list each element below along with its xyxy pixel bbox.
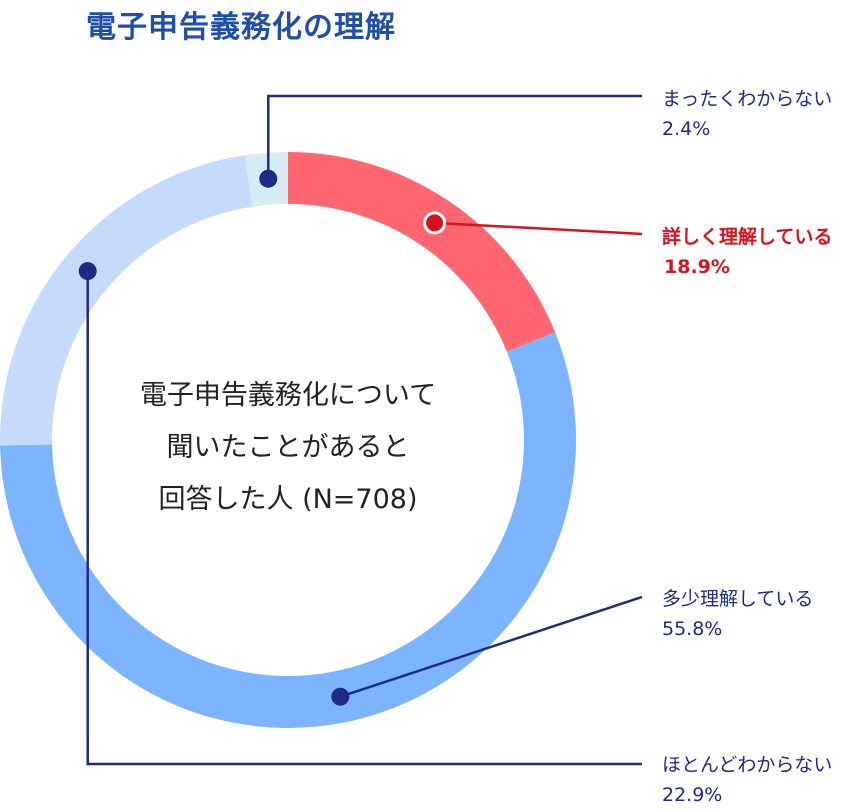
leader-dot-tashou — [331, 687, 350, 706]
label-hotondo-category: ほとんどわからない — [662, 754, 833, 776]
label-tashou-category: 多少理解している — [662, 588, 814, 610]
donut-slices — [0, 152, 577, 728]
leader-line-kuwashiku — [434, 221, 643, 236]
center-caption-line-1: 電子申告義務化について — [139, 380, 437, 411]
chart-title: 電子申告義務化の理解 — [86, 10, 396, 45]
label-kuwashiku-category: 詳しく理解している — [662, 226, 833, 248]
leader-line-hotondo — [86, 271, 642, 766]
label-kuwashiku: 詳しく理解している 18.9% — [662, 222, 832, 282]
center-caption: 電子申告義務化について 聞いたことがあると 回答した人 (N=708) — [90, 370, 486, 526]
label-mattaku: まったくわからない 2.4% — [662, 84, 832, 144]
label-tashou: 多少理解している 55.8% — [662, 584, 813, 644]
leader-line-tashou — [339, 595, 643, 698]
label-mattaku-category: まったくわからない — [662, 88, 833, 110]
label-hotondo: ほとんどわからない 22.9% — [662, 750, 832, 810]
label-tashou-value: 55.8% — [662, 618, 723, 640]
leader-dot-mattaku — [259, 169, 278, 188]
leader-lines — [78, 94, 643, 766]
label-kuwashiku-value: 18.9% — [664, 256, 730, 278]
leader-line-mattaku — [267, 94, 642, 179]
leader-dot-hotondo — [78, 262, 97, 281]
label-mattaku-value: 2.4% — [662, 118, 711, 140]
slice-kuwashiku — [288, 152, 556, 352]
leader-dot-kuwashiku — [423, 211, 447, 235]
center-caption-line-3: 回答した人 (N=708) — [158, 484, 418, 515]
slice-hotondo — [0, 155, 253, 446]
center-caption-line-2: 聞いたことがあると — [166, 432, 410, 463]
slice-tashou — [0, 332, 577, 728]
label-hotondo-value: 22.9% — [662, 784, 723, 806]
